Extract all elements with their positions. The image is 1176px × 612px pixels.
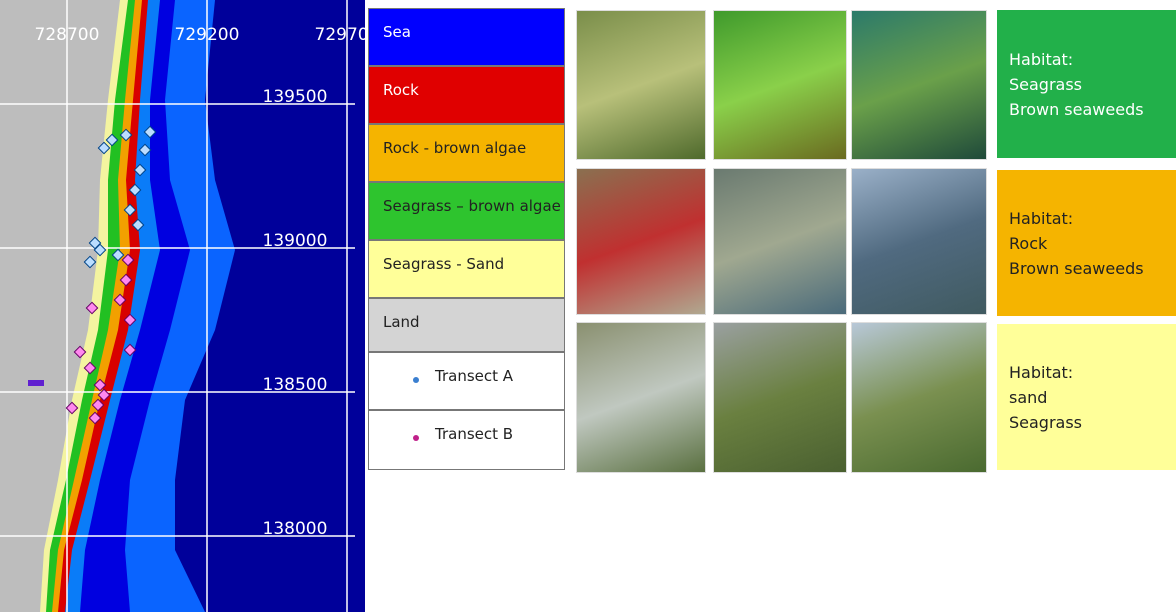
legend-label: Seagrass – brown algae [383, 197, 564, 215]
y-tick-label: 139500 [263, 87, 328, 107]
legend-label: Transect A [435, 367, 564, 385]
photo [713, 10, 847, 160]
legend-item: Transect A [368, 352, 565, 410]
legend-item: Seagrass - Sand [368, 240, 565, 298]
legend-label: Transect B [435, 425, 564, 443]
habitat-line: Seagrass [1009, 410, 1176, 435]
x-tick-label: 729200 [175, 25, 240, 45]
legend-item: Transect B [368, 410, 565, 470]
page: {"map": {"xticks": [728700, 729200, 7297… [0, 0, 1176, 612]
habitat-line: Seagrass [1009, 72, 1176, 97]
legend-item: Rock [368, 66, 565, 124]
legend-label: Rock - brown algae [383, 139, 564, 157]
legend-label: Seagrass - Sand [383, 255, 564, 273]
marker [28, 380, 44, 386]
legend-item: Seagrass – brown algae [368, 182, 565, 240]
x-tick-label: 729700 [315, 25, 365, 45]
photo [851, 322, 987, 473]
y-tick-label: 138000 [263, 519, 328, 539]
photo [851, 10, 987, 160]
photo [576, 322, 706, 473]
legend-marker [413, 377, 419, 383]
y-tick-label: 138500 [263, 375, 328, 395]
x-tick-label: 728700 [35, 25, 100, 45]
habitat-line: Habitat: [1009, 47, 1176, 72]
legend-label: Rock [383, 81, 564, 99]
legend-label: Land [383, 313, 564, 331]
photo [851, 168, 987, 315]
habitat-line: sand [1009, 385, 1176, 410]
legend-marker [413, 435, 419, 441]
legend-item: Sea [368, 8, 565, 66]
legend-item: Rock - brown algae [368, 124, 565, 182]
habitat-line: Brown seaweeds [1009, 97, 1176, 122]
habitat-line: Rock [1009, 231, 1176, 256]
habitat-line: Brown seaweeds [1009, 256, 1176, 281]
habitat-map: 728700 729200 729700 139500 139000 138500 1380… [0, 0, 365, 612]
photo [576, 10, 706, 160]
habitat-line: Habitat: [1009, 206, 1176, 231]
habitat-line: Habitat: [1009, 360, 1176, 385]
photo [576, 168, 706, 315]
legend-item: Land [368, 298, 565, 352]
y-tick-label: 139000 [263, 231, 328, 251]
legend-label: Sea [383, 23, 564, 41]
photo [713, 168, 847, 315]
photo [713, 322, 847, 473]
